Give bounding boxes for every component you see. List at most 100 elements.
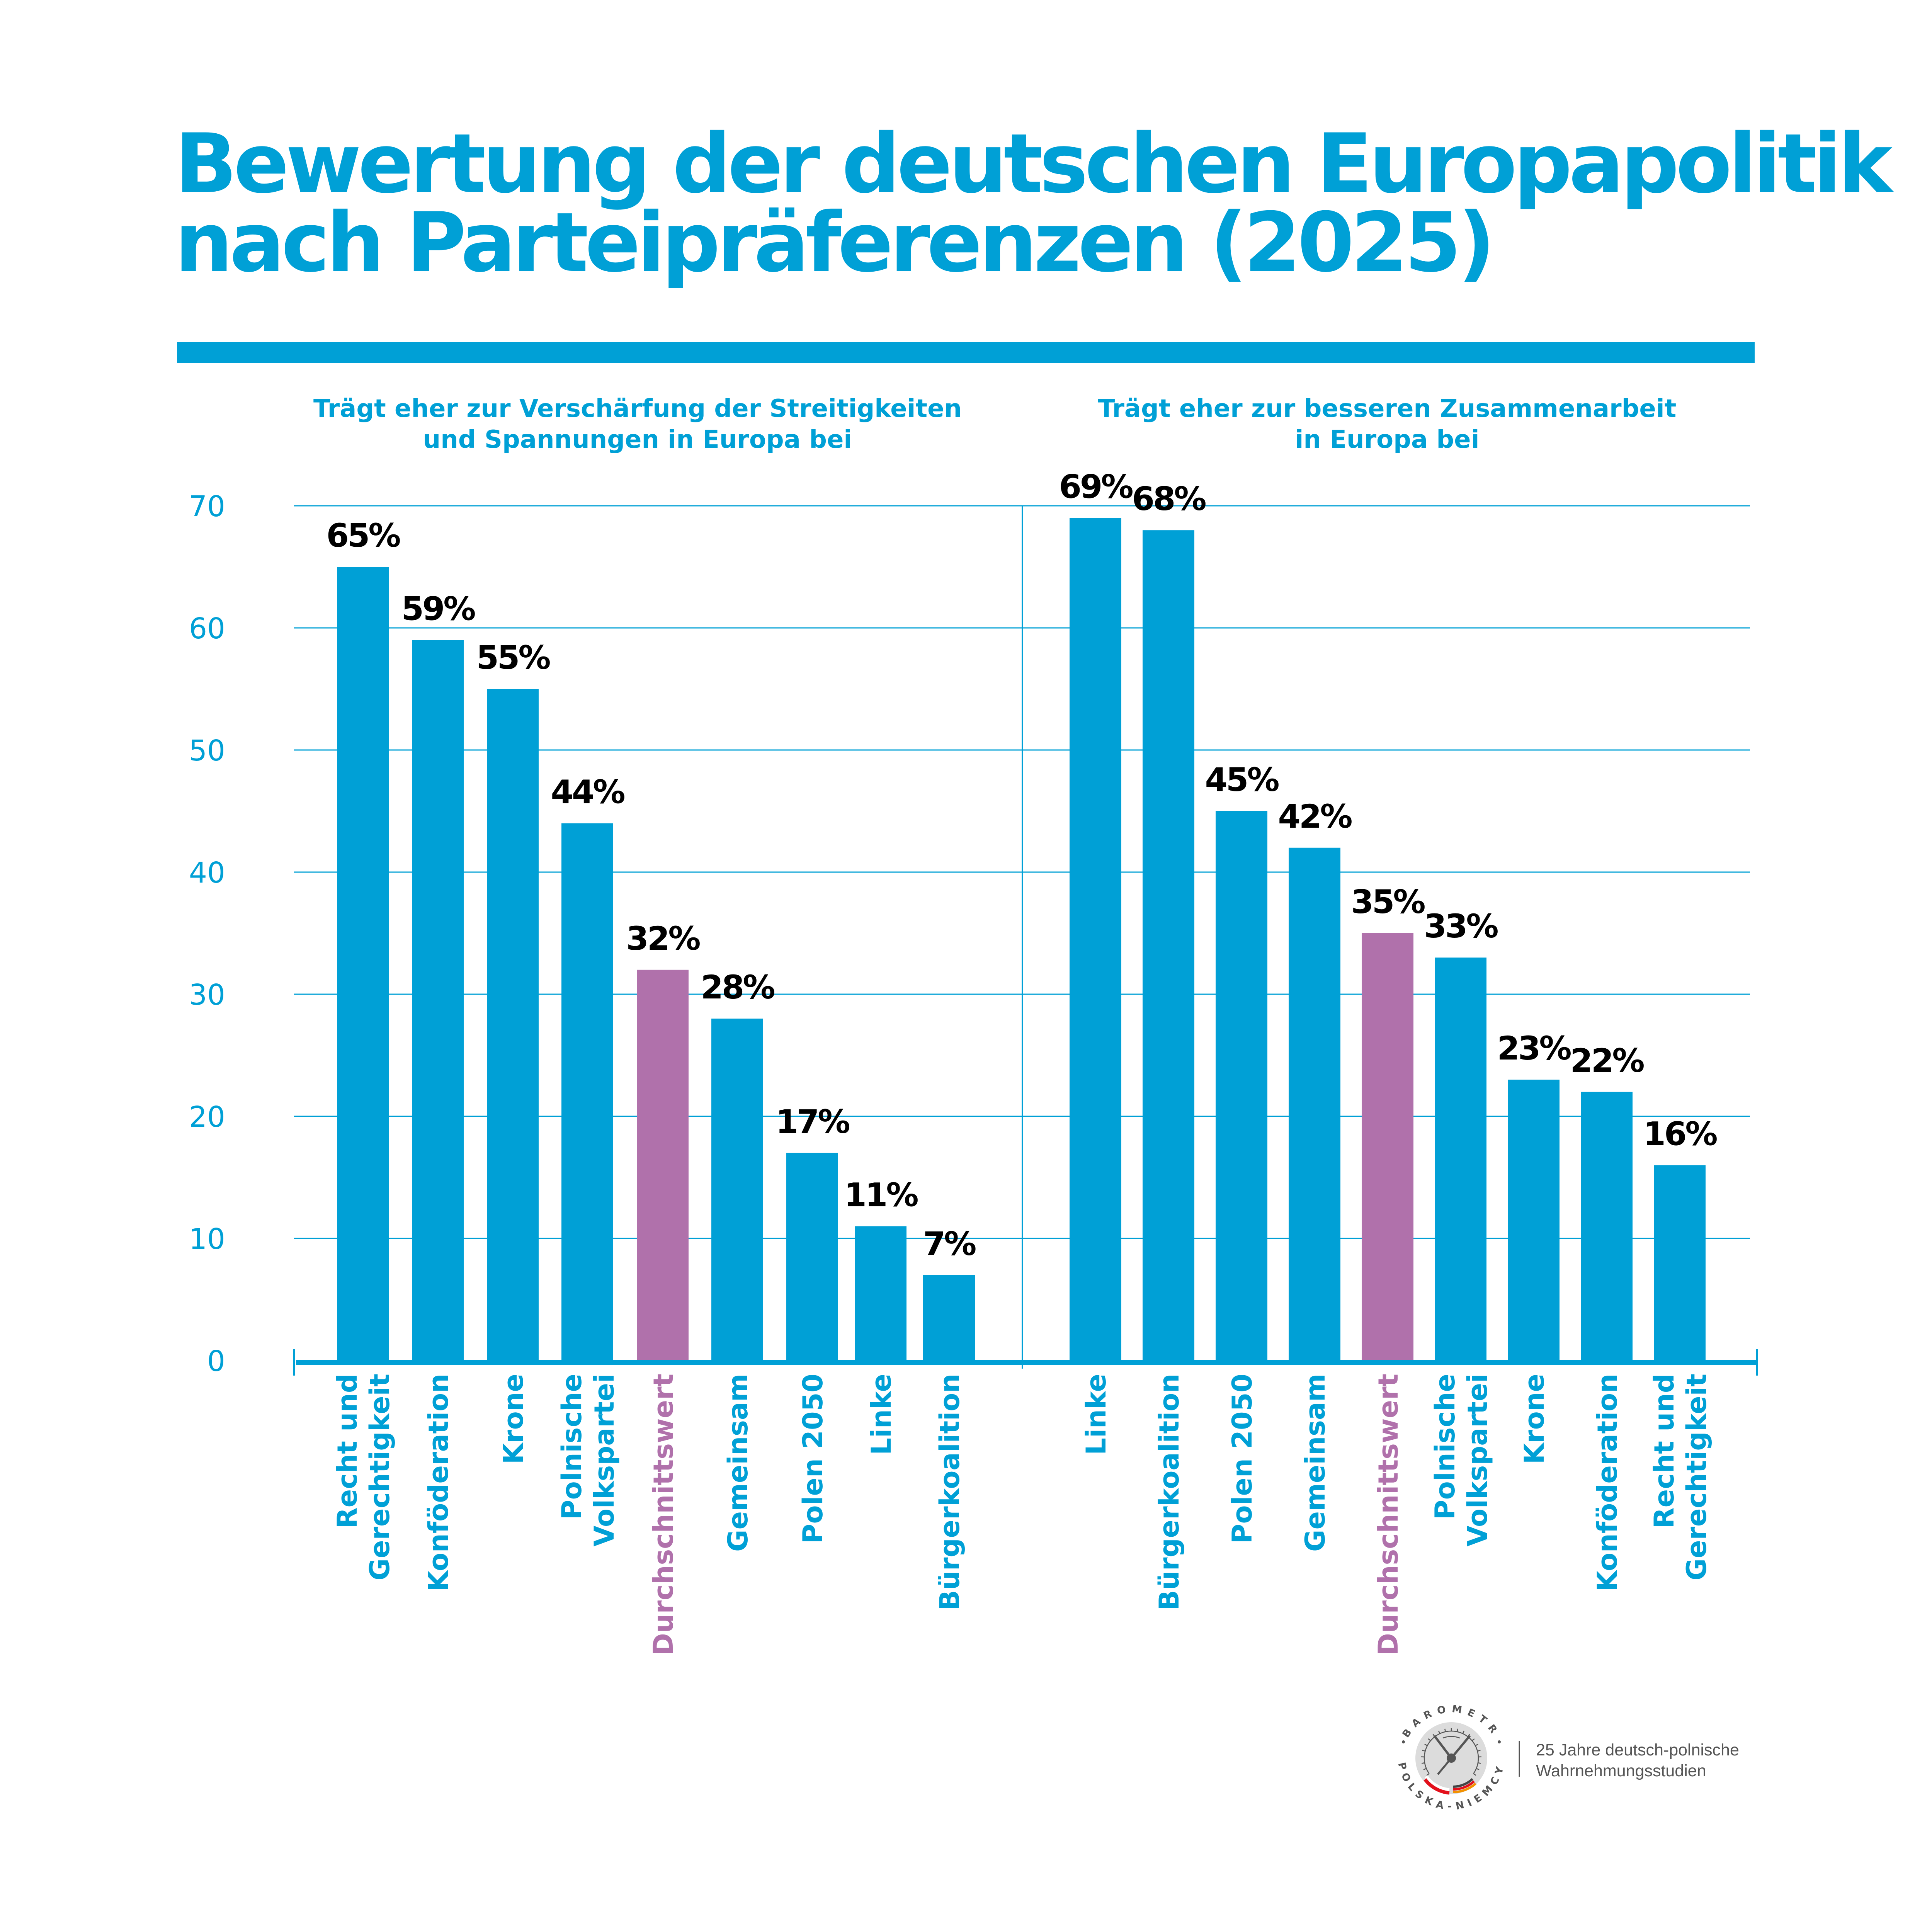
bar [1070, 518, 1121, 1361]
y-tick-label: 30 [189, 978, 225, 1012]
value-label: 69% [1059, 468, 1133, 506]
category-label-line: Recht und [332, 1374, 363, 1528]
logo-flag-poland-red [1423, 1778, 1450, 1795]
y-tick-label: 20 [189, 1100, 225, 1134]
y-tick-label: 50 [189, 734, 225, 767]
title-divider [177, 342, 1755, 363]
category-label-line: Durchschnittswert [648, 1374, 679, 1655]
logo-needle-hub [1447, 1753, 1456, 1763]
logo-dial-scale [1423, 1730, 1479, 1774]
category-label-line: Polen 2050 [1226, 1374, 1258, 1544]
bar [412, 640, 464, 1361]
y-tick-label: 60 [189, 612, 225, 645]
logo-dial-tick [1471, 1738, 1475, 1741]
category-label: Linke [866, 1374, 897, 1455]
bar-average [1362, 933, 1413, 1361]
y-tick-label: 0 [207, 1345, 225, 1378]
category-label-line: Linke [866, 1374, 897, 1455]
category-label-line: Gerechtigkeit [1681, 1374, 1713, 1580]
category-label: Polnische Volkspartei [556, 1374, 620, 1546]
category-label-line: Recht und [1648, 1374, 1680, 1528]
logo-flag-germany-gold [1453, 1782, 1476, 1793]
category-label-line: Gemeinsam [722, 1374, 754, 1552]
value-label: 17% [776, 1103, 849, 1141]
category-label: Krone [498, 1374, 529, 1464]
category-label: Polen 2050 [1226, 1374, 1258, 1544]
logo-caption-line-2: Wahrnehmungsstudien [1536, 1762, 1706, 1780]
category-label: Durchschnittswert [648, 1374, 679, 1655]
category-label-line: Krone [498, 1374, 529, 1464]
category-label: Recht und Gerechtigkeit [1648, 1374, 1713, 1580]
bar [786, 1153, 838, 1361]
value-labels: 65%59%55% 44% 32%28% 17% 11%7% 69% 68% 45%42% 35… [326, 468, 1718, 1263]
category-labels: Recht und Gerechtigkeit Konföderation Krone… [332, 1374, 1713, 1655]
y-axis-ticks: 0 10 20 30 40 50 60 70 [189, 490, 225, 1378]
category-label-line: Gemeinsam [1299, 1374, 1331, 1552]
bar [923, 1275, 975, 1361]
category-label-line: Bürgerkoalition [1153, 1374, 1185, 1611]
value-label: 22% [1570, 1042, 1644, 1080]
left-panel-title: Trägt eher zur Verschärfung der Streitig… [251, 393, 1024, 455]
value-label: 42% [1278, 798, 1352, 835]
category-label-line: Krone [1519, 1374, 1550, 1464]
logo-dial-tick [1428, 1738, 1431, 1741]
right-panel-title-line-2: in Europa bei [1295, 425, 1480, 454]
bar [1216, 811, 1267, 1361]
bar [1508, 1080, 1560, 1361]
right-panel-title: Trägt eher zur besseren Zusammenarbeit i… [1020, 393, 1754, 455]
x-axis-baseline [296, 1360, 1757, 1365]
bar [1289, 847, 1340, 1361]
logo-dot-left [1402, 1740, 1405, 1743]
bar [337, 567, 389, 1361]
category-label: Gemeinsam [722, 1374, 754, 1552]
value-label: 35% [1351, 883, 1425, 921]
left-panel-title-line-2: und Spannungen in Europa bei [423, 425, 852, 454]
category-label-line: Konföderation [1592, 1374, 1623, 1592]
bar [561, 823, 613, 1361]
value-label: 59% [401, 590, 475, 628]
category-label-line: Polen 2050 [797, 1374, 829, 1544]
page-title-line-1: Bewertung der deutschen Europapolitik [175, 116, 1893, 211]
value-label: 16% [1643, 1115, 1717, 1153]
y-tick-label: 70 [189, 490, 225, 523]
category-label: Polnische Volkspartei [1429, 1374, 1493, 1546]
category-label: Bürgerkoalition [1153, 1374, 1185, 1611]
right-panel-title-line-1: Trägt eher zur besseren Zusammenarbeit [1098, 395, 1677, 423]
barometer-logo: BAROMETR POLSKA-NIEMCY [1396, 1703, 1503, 1813]
category-label-line: Durchschnittswert [1372, 1374, 1404, 1655]
category-label-line: Polnische [556, 1374, 588, 1520]
logo-dial-arc [1442, 1736, 1460, 1739]
logo-needle-left [1433, 1735, 1452, 1759]
value-label: 45% [1205, 761, 1279, 799]
category-label-line: Volkspartei [1462, 1374, 1493, 1546]
value-label: 68% [1132, 480, 1206, 518]
y-tick-label: 10 [189, 1223, 225, 1256]
category-label: Linke [1080, 1374, 1112, 1455]
category-label: Krone [1519, 1374, 1550, 1464]
bars [337, 518, 1706, 1361]
bar [487, 689, 539, 1361]
bar [1143, 530, 1194, 1361]
y-tick-label: 40 [189, 856, 225, 889]
value-label: 11% [844, 1176, 918, 1214]
logo-dial-tick [1426, 1773, 1430, 1776]
logo-dial-ticks [1421, 1728, 1481, 1776]
bar [1435, 957, 1486, 1361]
bar [1654, 1165, 1706, 1361]
category-label-line: Konföderation [423, 1374, 454, 1592]
bar [1581, 1092, 1633, 1361]
value-label: 7% [923, 1225, 976, 1263]
value-label: 28% [701, 968, 774, 1006]
value-label: 23% [1497, 1029, 1571, 1067]
logo-dial-tick [1477, 1750, 1481, 1752]
axes [293, 506, 1758, 1376]
logo-flag-poland [1425, 1775, 1450, 1792]
category-label: Polen 2050 [797, 1374, 829, 1544]
logo-dial-tick [1473, 1773, 1476, 1776]
category-label: Durchschnittswert [1372, 1374, 1404, 1655]
category-label: Bürgerkoalition [934, 1374, 966, 1611]
bar [855, 1226, 906, 1361]
value-label: 44% [551, 773, 624, 811]
value-label: 65% [326, 517, 400, 554]
